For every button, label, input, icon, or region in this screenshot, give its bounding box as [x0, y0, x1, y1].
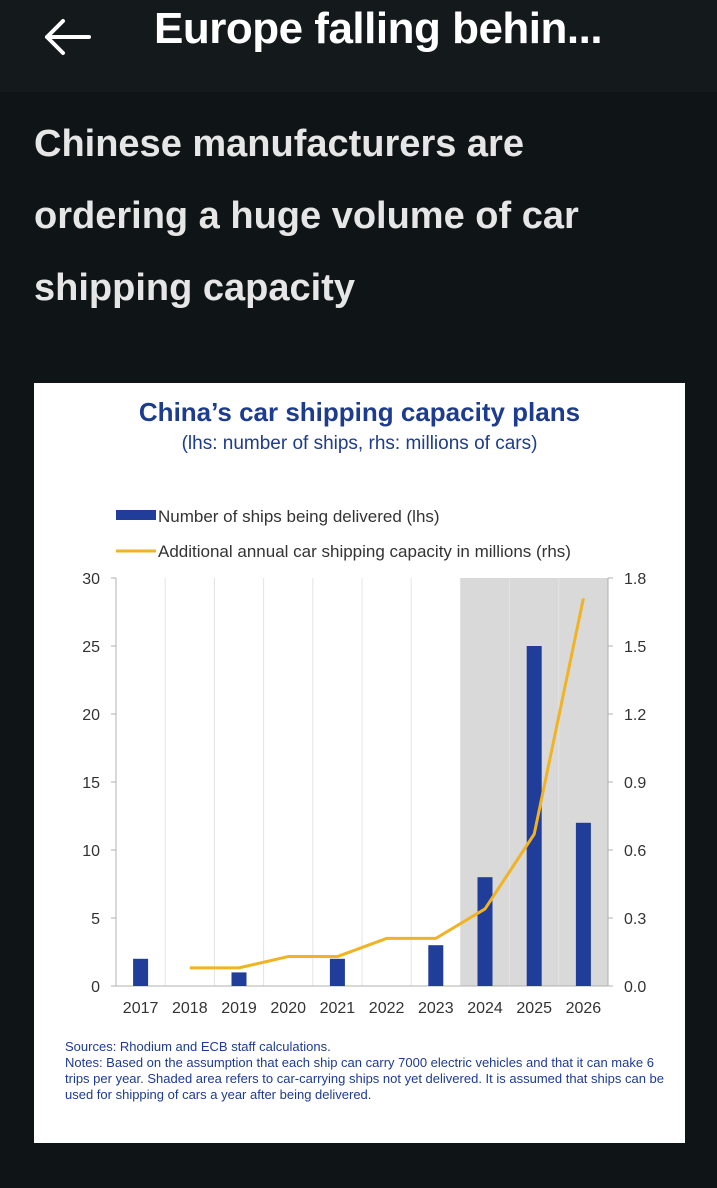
x-tick-label: 2022 — [369, 1000, 405, 1017]
left-tick-label: 0 — [91, 979, 100, 996]
x-tick-label: 2019 — [221, 1000, 257, 1017]
bar — [477, 877, 493, 986]
legend-swatch-bar — [116, 510, 156, 520]
x-tick-label: 2020 — [270, 1000, 306, 1017]
chart-title: China’s car shipping capacity plans — [138, 397, 581, 427]
left-tick-label: 25 — [82, 639, 100, 656]
chart-sources: Sources: Rhodium and ECB staff calculati… — [65, 1039, 331, 1054]
chart-card: China’s car shipping capacity plans (lhs… — [34, 383, 685, 1143]
left-tick-label: 10 — [82, 843, 100, 860]
chart-subtitle: (lhs: number of ships, rhs: millions of … — [181, 433, 538, 454]
bar — [575, 822, 591, 986]
left-tick-label: 5 — [91, 911, 100, 928]
x-tick-label: 2018 — [172, 1000, 208, 1017]
right-tick-label: 0.0 — [624, 979, 646, 996]
left-tick-label: 20 — [82, 707, 100, 724]
bar — [231, 972, 247, 986]
bar — [526, 646, 542, 986]
back-button[interactable] — [36, 12, 98, 62]
article-headline: Chinese manufacturers are ordering a hug… — [34, 123, 579, 309]
left-tick-label: 30 — [82, 571, 100, 588]
right-tick-label: 0.9 — [624, 775, 646, 792]
right-tick-label: 1.5 — [624, 639, 646, 656]
bar — [428, 945, 444, 986]
x-tick-label: 2023 — [418, 1000, 454, 1017]
series-line — [189, 598, 585, 970]
right-tick-label: 1.2 — [624, 707, 646, 724]
right-tick-label: 1.8 — [624, 571, 646, 588]
arrow-left-icon — [45, 19, 91, 55]
bar — [133, 958, 149, 986]
x-tick-label: 2024 — [467, 1000, 503, 1017]
chart-notes: Sources: Rhodium and ECB staff calculati… — [65, 1039, 665, 1103]
right-tick-label: 0.3 — [624, 911, 646, 928]
x-tick-label: 2017 — [123, 1000, 159, 1017]
top-app-bar: Europe falling behin... — [0, 0, 717, 92]
page-title: Europe falling behin... — [154, 4, 603, 53]
x-tick-label: 2025 — [516, 1000, 552, 1017]
x-tick-label: 2026 — [566, 1000, 602, 1017]
right-tick-label: 0.6 — [624, 843, 646, 860]
legend-label-line: Additional annual car shipping capacity … — [158, 542, 571, 561]
left-tick-label: 15 — [82, 775, 100, 792]
legend-label-bar: Number of ships being delivered (lhs) — [158, 507, 440, 526]
x-tick-label: 2021 — [320, 1000, 356, 1017]
bar — [329, 958, 345, 986]
chart-notes-text: Notes: Based on the assumption that each… — [65, 1055, 665, 1102]
